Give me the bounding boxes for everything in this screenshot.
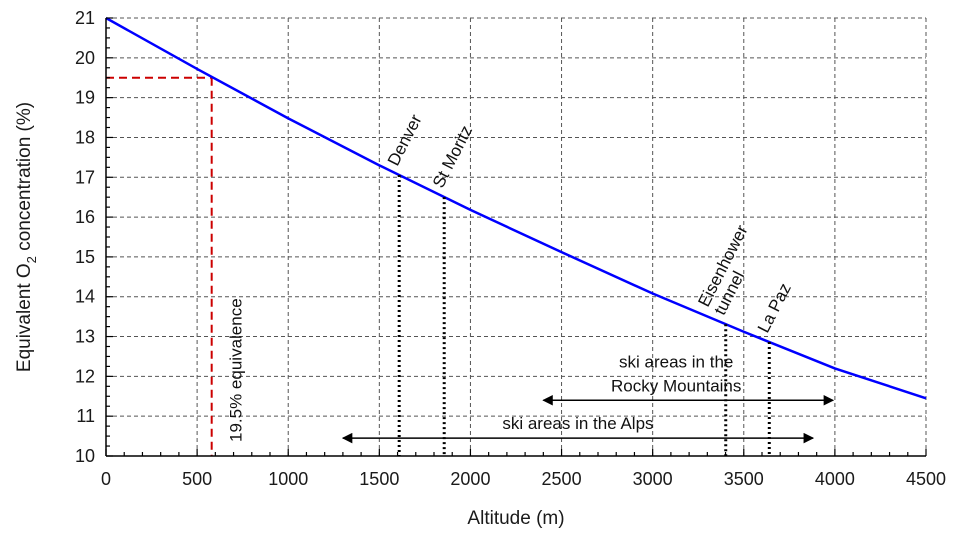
range-label: Rocky Mountains xyxy=(611,376,741,395)
x-tick-label: 3500 xyxy=(724,469,764,489)
x-tick-label: 500 xyxy=(182,469,212,489)
x-tick-label: 0 xyxy=(101,469,111,489)
y-tick-label: 19 xyxy=(75,88,95,108)
y-tick-label: 12 xyxy=(75,366,95,386)
y-tick-label: 17 xyxy=(75,167,95,187)
y-axis-title-part: Equivalent O xyxy=(14,263,35,372)
place-label: La Paz xyxy=(754,280,795,336)
y-tick-label: 20 xyxy=(75,48,95,68)
place-label-text: La Paz xyxy=(754,280,795,336)
threshold-label: 19.5% equivalence xyxy=(227,298,246,442)
y-tick-label: 15 xyxy=(75,247,95,267)
range-label: ski areas in the Alps xyxy=(502,414,653,433)
place-label-text: Denver xyxy=(384,111,426,169)
place-label: St Moritz xyxy=(429,123,476,191)
y-tick-label: 18 xyxy=(75,127,95,147)
y-tick-label: 16 xyxy=(75,207,95,227)
place-label: Denver xyxy=(384,111,426,169)
x-tick-label: 2000 xyxy=(450,469,490,489)
x-tick-label: 4500 xyxy=(906,469,946,489)
series-layer xyxy=(105,16,927,400)
x-axis-title: Altitude (m) xyxy=(467,508,564,529)
y-axis-title: Equivalent O2 concentration (%) xyxy=(14,102,39,372)
y-axis-title-part: concentration (%) xyxy=(14,102,35,256)
threshold-annotation: 19.5% equivalence xyxy=(106,76,246,456)
y-axis-title-subscript: 2 xyxy=(24,256,39,263)
y-tick-label: 13 xyxy=(75,327,95,347)
y-tick-label: 14 xyxy=(75,287,95,307)
y-tick-label: 21 xyxy=(75,8,95,28)
x-tick-label: 3000 xyxy=(633,469,673,489)
grid xyxy=(106,17,927,456)
y-tick-label: 10 xyxy=(75,446,95,466)
y-tick-label: 11 xyxy=(76,406,95,426)
place-label-text: St Moritz xyxy=(429,123,476,191)
x-tick-label: 2500 xyxy=(542,469,582,489)
axes: 0 500 1000 1500 2000 2500 3000 3500 4000 4500 10 11… xyxy=(75,8,946,489)
x-tick-label: 1000 xyxy=(268,469,308,489)
range-annotations: ski areas in the Rocky Mountains ski areas… xyxy=(341,352,835,444)
x-tick-label: 4000 xyxy=(815,469,855,489)
o2-concentration-line xyxy=(105,16,927,400)
x-tick-label: 1500 xyxy=(359,469,399,489)
range-label: ski areas in the xyxy=(619,352,733,371)
